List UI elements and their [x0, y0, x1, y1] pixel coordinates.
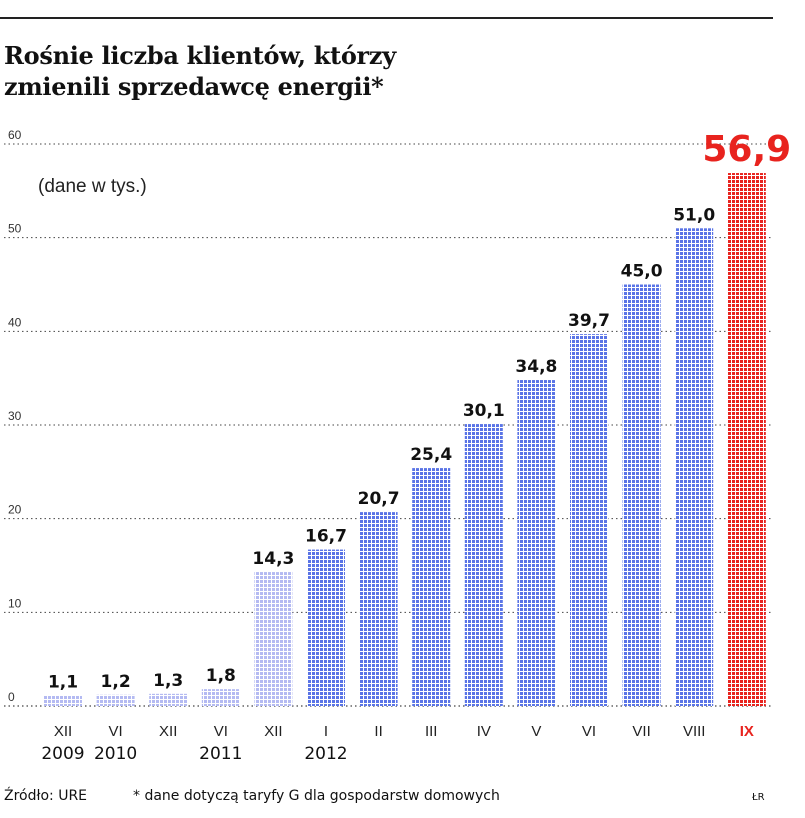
bar — [727, 173, 766, 706]
x-tick-label: VII — [632, 723, 650, 740]
bar-value-label: 51,0 — [673, 205, 715, 225]
bar-value-label: 56,9 — [702, 129, 791, 170]
footnote-text: * dane dotyczą taryfy G dla gospodarstw … — [133, 788, 500, 804]
x-tick-label: V — [531, 723, 541, 740]
y-tick-label: 20 — [8, 503, 22, 517]
bar — [254, 572, 293, 706]
bar-value-label: 25,4 — [410, 445, 452, 465]
bar-value-label: 45,0 — [621, 262, 663, 282]
units-note: (dane w tys.) — [38, 176, 147, 197]
x-tick-label: IX — [740, 723, 754, 740]
bars — [44, 173, 766, 707]
bar-value-label: 14,3 — [252, 549, 294, 569]
chart-title: Rośnie liczba klientów, którzy zmienili … — [4, 40, 624, 102]
bar-value-label: 34,8 — [515, 357, 557, 377]
bar — [44, 695, 82, 706]
x-tick-label: XII — [159, 723, 177, 740]
x-tick-label: IV — [477, 723, 491, 740]
bar-value-label: 30,1 — [463, 401, 505, 421]
title-line-1: Rośnie liczba klientów, którzy — [4, 41, 396, 70]
y-tick-label: 0 — [8, 690, 15, 704]
grid-lines: 0 10 20 30 40 50 60 — [4, 128, 773, 707]
bar — [307, 549, 345, 706]
bar-value-label: 16,7 — [305, 527, 347, 547]
bar — [412, 468, 451, 706]
y-tick-label: 10 — [8, 596, 22, 610]
bar-value-label: 1,8 — [206, 666, 236, 686]
bar — [570, 334, 608, 706]
bar — [517, 380, 556, 706]
x-tick-label: VI — [582, 723, 596, 740]
value-labels: 1,1 1,2 1,3 1,8 14,3 16,7 20,7 25,4 30,1 34,8 39,7… — [48, 129, 791, 693]
bar-value-label: 20,7 — [358, 489, 400, 509]
x-tick-label: XII — [264, 723, 282, 740]
x-tick-label: VI — [109, 723, 123, 740]
title-line-2: zmienili sprzedawcę energii* — [4, 72, 384, 101]
bar-value-label: 1,3 — [153, 671, 183, 691]
top-rule — [0, 17, 773, 19]
bar — [149, 693, 188, 706]
x-tick-label: I — [324, 723, 328, 740]
x-tick-label: XII — [54, 723, 72, 740]
bar — [96, 694, 135, 706]
y-tick-label: 60 — [8, 128, 22, 142]
x-tick-label: III — [425, 723, 438, 740]
x-tick-label: II — [374, 723, 382, 740]
year-label: 2010 — [94, 744, 137, 764]
bar-value-label: 1,2 — [101, 672, 131, 692]
bar — [359, 512, 398, 706]
y-tick-label: 40 — [8, 315, 22, 329]
bar — [201, 689, 240, 706]
bar — [675, 228, 714, 707]
y-tick-label: 30 — [8, 409, 22, 423]
author-credit: ŁR — [752, 792, 765, 803]
x-tick-label: VIII — [683, 723, 706, 740]
y-tick-label: 50 — [8, 222, 22, 236]
x-tick-label: VI — [214, 723, 228, 740]
bar — [622, 284, 661, 706]
year-label: 2012 — [304, 744, 347, 764]
year-label: 2011 — [199, 744, 242, 764]
year-label: 2009 — [41, 744, 84, 764]
bar-value-label: 1,1 — [48, 673, 78, 693]
bar-value-label: 39,7 — [568, 311, 610, 331]
source-text: Źródło: URE — [4, 788, 88, 804]
bar — [464, 424, 503, 706]
